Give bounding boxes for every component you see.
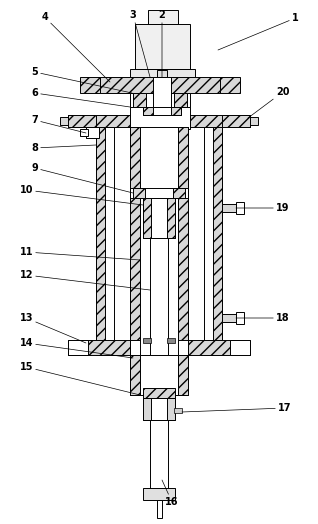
Text: 11: 11 bbox=[19, 247, 140, 260]
Text: 9: 9 bbox=[31, 163, 133, 193]
Text: 15: 15 bbox=[19, 362, 140, 395]
Bar bbox=[150, 238, 168, 355]
Bar bbox=[178, 355, 188, 395]
Bar bbox=[236, 312, 244, 324]
Bar bbox=[96, 127, 114, 355]
Bar bbox=[68, 115, 86, 127]
Bar bbox=[133, 188, 145, 198]
Bar bbox=[68, 115, 96, 127]
Text: 13: 13 bbox=[19, 313, 86, 343]
Bar bbox=[133, 93, 146, 107]
Bar bbox=[230, 340, 250, 355]
Text: 10: 10 bbox=[19, 185, 143, 205]
Text: 16: 16 bbox=[162, 480, 179, 507]
Bar bbox=[236, 202, 244, 214]
Text: 18: 18 bbox=[236, 313, 290, 323]
Text: 5: 5 bbox=[31, 67, 132, 93]
Text: 12: 12 bbox=[19, 270, 150, 290]
Bar bbox=[220, 77, 240, 93]
Text: 3: 3 bbox=[130, 10, 150, 77]
Bar bbox=[130, 69, 195, 77]
Bar bbox=[130, 340, 188, 355]
Bar bbox=[148, 10, 178, 24]
Bar bbox=[130, 355, 148, 395]
Bar bbox=[167, 198, 175, 238]
Bar bbox=[171, 107, 181, 115]
Bar bbox=[80, 129, 88, 136]
Bar bbox=[143, 107, 181, 115]
Bar bbox=[222, 204, 236, 212]
Bar bbox=[170, 127, 188, 355]
Bar bbox=[143, 338, 151, 343]
Bar bbox=[143, 107, 153, 115]
Bar bbox=[174, 93, 187, 107]
Bar bbox=[130, 115, 190, 127]
Text: 2: 2 bbox=[159, 10, 165, 77]
Text: 7: 7 bbox=[31, 115, 86, 133]
Text: 14: 14 bbox=[19, 338, 133, 358]
Bar bbox=[143, 488, 175, 500]
Bar bbox=[143, 198, 151, 238]
Bar bbox=[130, 355, 140, 395]
Bar bbox=[60, 117, 70, 125]
Bar bbox=[178, 127, 188, 355]
Text: 6: 6 bbox=[31, 88, 130, 107]
Bar bbox=[222, 314, 236, 322]
Text: 8: 8 bbox=[31, 143, 96, 153]
Bar bbox=[143, 398, 151, 420]
Bar bbox=[157, 500, 162, 518]
Bar bbox=[135, 24, 190, 69]
Bar bbox=[68, 115, 250, 127]
Bar bbox=[130, 107, 190, 129]
Bar bbox=[153, 77, 171, 107]
Text: 1: 1 bbox=[218, 13, 299, 50]
Bar bbox=[130, 188, 188, 198]
Bar bbox=[143, 398, 175, 420]
Bar bbox=[130, 93, 190, 107]
Text: 19: 19 bbox=[236, 203, 289, 213]
Bar bbox=[143, 388, 175, 398]
Bar bbox=[204, 127, 222, 355]
Text: 17: 17 bbox=[182, 403, 292, 413]
Bar bbox=[100, 77, 220, 93]
Bar bbox=[167, 338, 175, 343]
Text: 4: 4 bbox=[41, 12, 110, 82]
Text: 20: 20 bbox=[248, 87, 289, 118]
Bar bbox=[173, 188, 185, 198]
Bar bbox=[140, 127, 178, 355]
Bar bbox=[167, 398, 175, 420]
Bar bbox=[86, 127, 99, 138]
Bar bbox=[96, 127, 105, 355]
Bar bbox=[130, 127, 148, 355]
Bar bbox=[150, 420, 168, 490]
Bar bbox=[213, 127, 222, 355]
Bar bbox=[68, 340, 250, 355]
Bar bbox=[170, 355, 188, 395]
Bar bbox=[130, 127, 140, 355]
Bar bbox=[174, 408, 182, 413]
Bar bbox=[248, 117, 258, 125]
Bar bbox=[140, 355, 178, 395]
Bar bbox=[80, 77, 100, 93]
Bar bbox=[157, 70, 167, 77]
Bar bbox=[222, 115, 250, 127]
Bar bbox=[68, 340, 88, 355]
Bar bbox=[143, 198, 175, 238]
Bar bbox=[232, 115, 250, 127]
